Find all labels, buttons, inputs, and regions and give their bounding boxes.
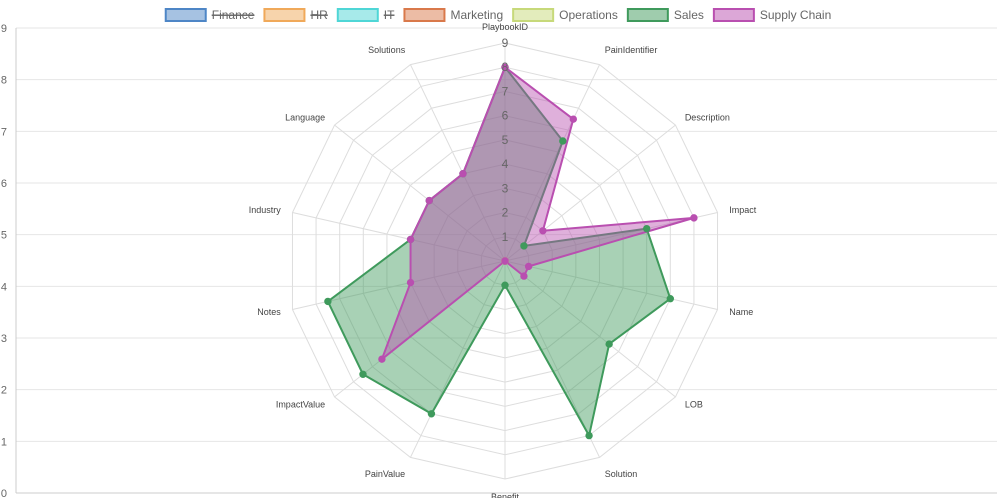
data-point-supply-chain[interactable] <box>501 63 509 71</box>
legend-swatch <box>164 8 207 22</box>
y-tick-label: 9 <box>1 23 7 35</box>
data-point-supply-chain[interactable] <box>539 227 547 235</box>
y-tick-label: 4 <box>1 281 7 293</box>
legend-item-it[interactable]: IT <box>336 8 395 22</box>
data-point-supply-chain[interactable] <box>425 196 433 205</box>
data-point-sales[interactable] <box>559 137 567 145</box>
y-tick-label: 7 <box>1 126 7 138</box>
radar-spoke <box>504 260 718 310</box>
data-point-sales[interactable] <box>666 295 675 303</box>
radar-spoke <box>504 64 601 262</box>
y-tick-label: 2 <box>1 385 7 397</box>
data-point-supply-chain[interactable] <box>378 355 386 363</box>
legend-swatch <box>512 8 555 22</box>
data-point-supply-chain[interactable] <box>501 257 509 265</box>
data-point-sales[interactable] <box>642 224 651 233</box>
legend-swatch <box>712 8 755 22</box>
y-tick-label: 5 <box>1 230 7 242</box>
y-axis-ticks: 0 1 2 3 4 5 6 7 8 9 <box>1 23 7 498</box>
data-point-supply-chain[interactable] <box>459 170 467 178</box>
radar-axis-label: PlaybookID <box>482 22 529 32</box>
radar-spoke <box>334 124 506 262</box>
radar-spoke <box>504 260 676 398</box>
legend-swatch <box>403 8 446 22</box>
y-tick-label: 8 <box>1 75 7 87</box>
legend-item-sales[interactable]: Sales <box>626 8 704 22</box>
y-tick-label: 0 <box>1 488 7 498</box>
radial-tick-label: 7 <box>502 84 509 98</box>
data-point-sales[interactable] <box>520 242 528 250</box>
legend-item-marketing[interactable]: Marketing <box>403 8 503 22</box>
radar-spoke <box>504 124 676 262</box>
radar-axis-label: Language <box>285 113 325 123</box>
data-point-supply-chain[interactable] <box>406 278 415 287</box>
radial-tick-label: 2 <box>502 206 509 220</box>
data-point-sales[interactable] <box>324 297 332 306</box>
y-tick-label: 3 <box>1 333 7 345</box>
radar-axis-labels: PlaybookID PainIdentifier Description Impac… <box>249 22 757 498</box>
radial-tick-label: 3 <box>502 181 509 195</box>
data-point-sales[interactable] <box>501 281 509 289</box>
radar-spoke <box>409 260 506 458</box>
legend-label: Marketing <box>450 8 503 22</box>
legend-label: Sales <box>674 8 704 22</box>
y-tick-label: 1 <box>1 436 7 448</box>
radial-tick-label: 6 <box>502 109 509 123</box>
data-point-sales[interactable] <box>359 370 367 378</box>
legend-label: Supply Chain <box>760 8 831 22</box>
legend-item-finance[interactable]: Finance <box>164 8 255 22</box>
radar-axis-label: Solutions <box>368 45 406 55</box>
radar-axis-label: PainIdentifier <box>605 45 658 55</box>
legend: Finance HR IT Marketing Operations Sales Suppl… <box>164 8 831 22</box>
radar-axis-label: Name <box>729 307 753 317</box>
radial-tick-label: 8 <box>502 60 509 74</box>
data-point-supply-chain[interactable] <box>569 115 578 123</box>
radial-tick-label: 1 <box>502 230 509 244</box>
data-point-sales[interactable] <box>605 340 613 348</box>
radar-axis-label: ImpactValue <box>276 399 325 409</box>
radar-axis-label: LOB <box>685 399 703 409</box>
y-tick-label: 6 <box>1 178 7 190</box>
radar-axis-label: Benefit <box>491 492 520 498</box>
data-point-sales[interactable] <box>427 410 436 418</box>
radar-axis-label: Impact <box>729 205 757 215</box>
radar-spoke <box>292 212 506 262</box>
data-point-sales[interactable] <box>585 431 593 440</box>
legend-item-operations[interactable]: Operations <box>512 8 618 22</box>
radar-spoke <box>409 64 506 262</box>
radial-tick-label: 9 <box>502 36 509 50</box>
radial-tick-label: 5 <box>502 133 509 147</box>
data-point-supply-chain[interactable] <box>520 272 528 280</box>
radar-axis-label: PainValue <box>365 469 405 479</box>
radial-tick-label: 4 <box>502 157 509 171</box>
data-point-supply-chain[interactable] <box>690 214 698 222</box>
radar-axis-label: Industry <box>249 205 282 215</box>
legend-item-supply-chain[interactable]: Supply Chain <box>712 8 831 22</box>
legend-label: Operations <box>559 8 618 22</box>
radial-tick-labels: 1 2 3 4 5 6 7 8 9 <box>502 36 509 244</box>
radar-axis-label: Description <box>685 113 730 123</box>
radar-axis-label: Solution <box>605 469 638 479</box>
legend-swatch <box>263 8 306 22</box>
radar-series <box>324 63 698 440</box>
legend-item-hr[interactable]: HR <box>263 8 328 22</box>
radar-axis-label: Notes <box>257 307 281 317</box>
legend-swatch <box>336 8 379 22</box>
data-point-supply-chain[interactable] <box>524 262 533 271</box>
legend-swatch <box>626 8 669 22</box>
data-point-supply-chain[interactable] <box>406 235 415 244</box>
